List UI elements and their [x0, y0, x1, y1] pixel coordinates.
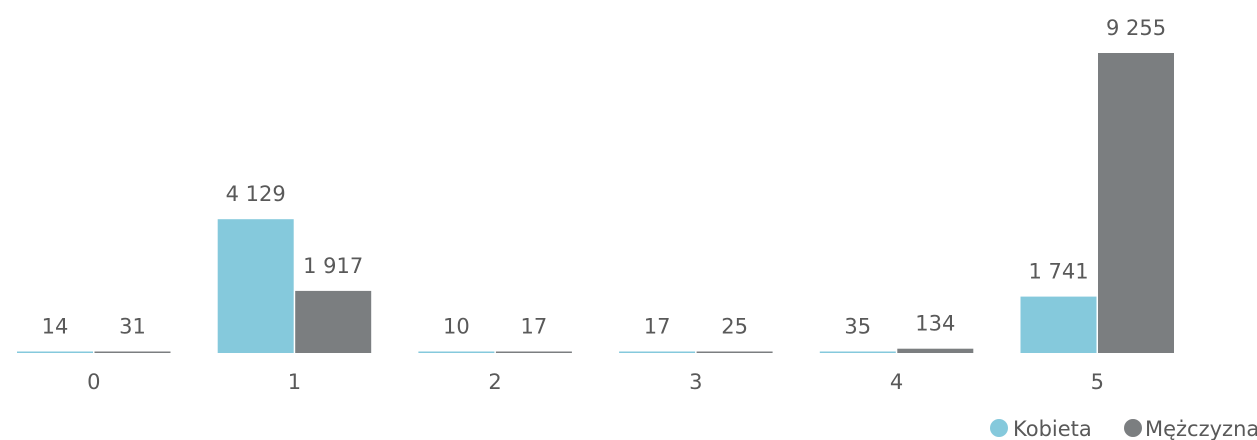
- bar-mezczyzna-0: [94, 351, 171, 353]
- x-tick-label-1: 1: [288, 370, 301, 394]
- value-labels-group: 14 31 4 129 1 917 10 17 17 25 35 134 1 741 9 255: [42, 16, 1166, 339]
- x-tick-label-0: 0: [87, 370, 100, 394]
- data-label-kobieta-2: 10: [443, 315, 470, 339]
- legend-label-mezczyzna: Mężczyzna: [1145, 417, 1257, 440]
- x-axis-ticks: 0 1 2 3 4 5: [87, 370, 1104, 394]
- data-label-kobieta-0: 14: [42, 315, 69, 339]
- data-label-kobieta-3: 17: [644, 315, 671, 339]
- legend-marker-kobieta: [990, 419, 1008, 437]
- x-tick-label-2: 2: [488, 370, 501, 394]
- bar-kobieta-4: [819, 351, 896, 353]
- data-label-mezczyzna-5: 9 255: [1106, 16, 1166, 40]
- bar-mezczyzna-5: [1098, 53, 1174, 353]
- legend-label-kobieta: Kobieta: [1013, 417, 1092, 440]
- data-label-mezczyzna-4: 134: [915, 312, 955, 336]
- bar-mezczyzna-1: [295, 290, 372, 353]
- x-tick-label-5: 5: [1091, 370, 1104, 394]
- bars-group: [17, 53, 1174, 353]
- bar-mezczyzna-2: [495, 351, 572, 353]
- bar-kobieta-0: [17, 351, 93, 353]
- bar-kobieta-2: [418, 351, 495, 353]
- bar-kobieta-3: [619, 351, 696, 353]
- bar-mezczyzna-4: [897, 348, 974, 353]
- bar-kobieta-5: [1020, 296, 1097, 353]
- bar-kobieta-1: [217, 219, 294, 353]
- data-label-mezczyzna-1: 1 917: [303, 254, 363, 278]
- data-label-kobieta-5: 1 741: [1028, 260, 1088, 284]
- data-label-mezczyzna-3: 25: [721, 315, 748, 339]
- legend: Kobieta Mężczyzna: [990, 417, 1257, 440]
- data-label-mezczyzna-2: 17: [521, 315, 548, 339]
- data-label-kobieta-4: 35: [844, 315, 871, 339]
- data-label-mezczyzna-0: 31: [119, 315, 146, 339]
- x-tick-label-3: 3: [689, 370, 702, 394]
- x-tick-label-4: 4: [890, 370, 903, 394]
- data-label-kobieta-1: 4 129: [226, 182, 286, 206]
- legend-marker-mezczyzna: [1124, 419, 1142, 437]
- bar-mezczyzna-3: [696, 351, 773, 353]
